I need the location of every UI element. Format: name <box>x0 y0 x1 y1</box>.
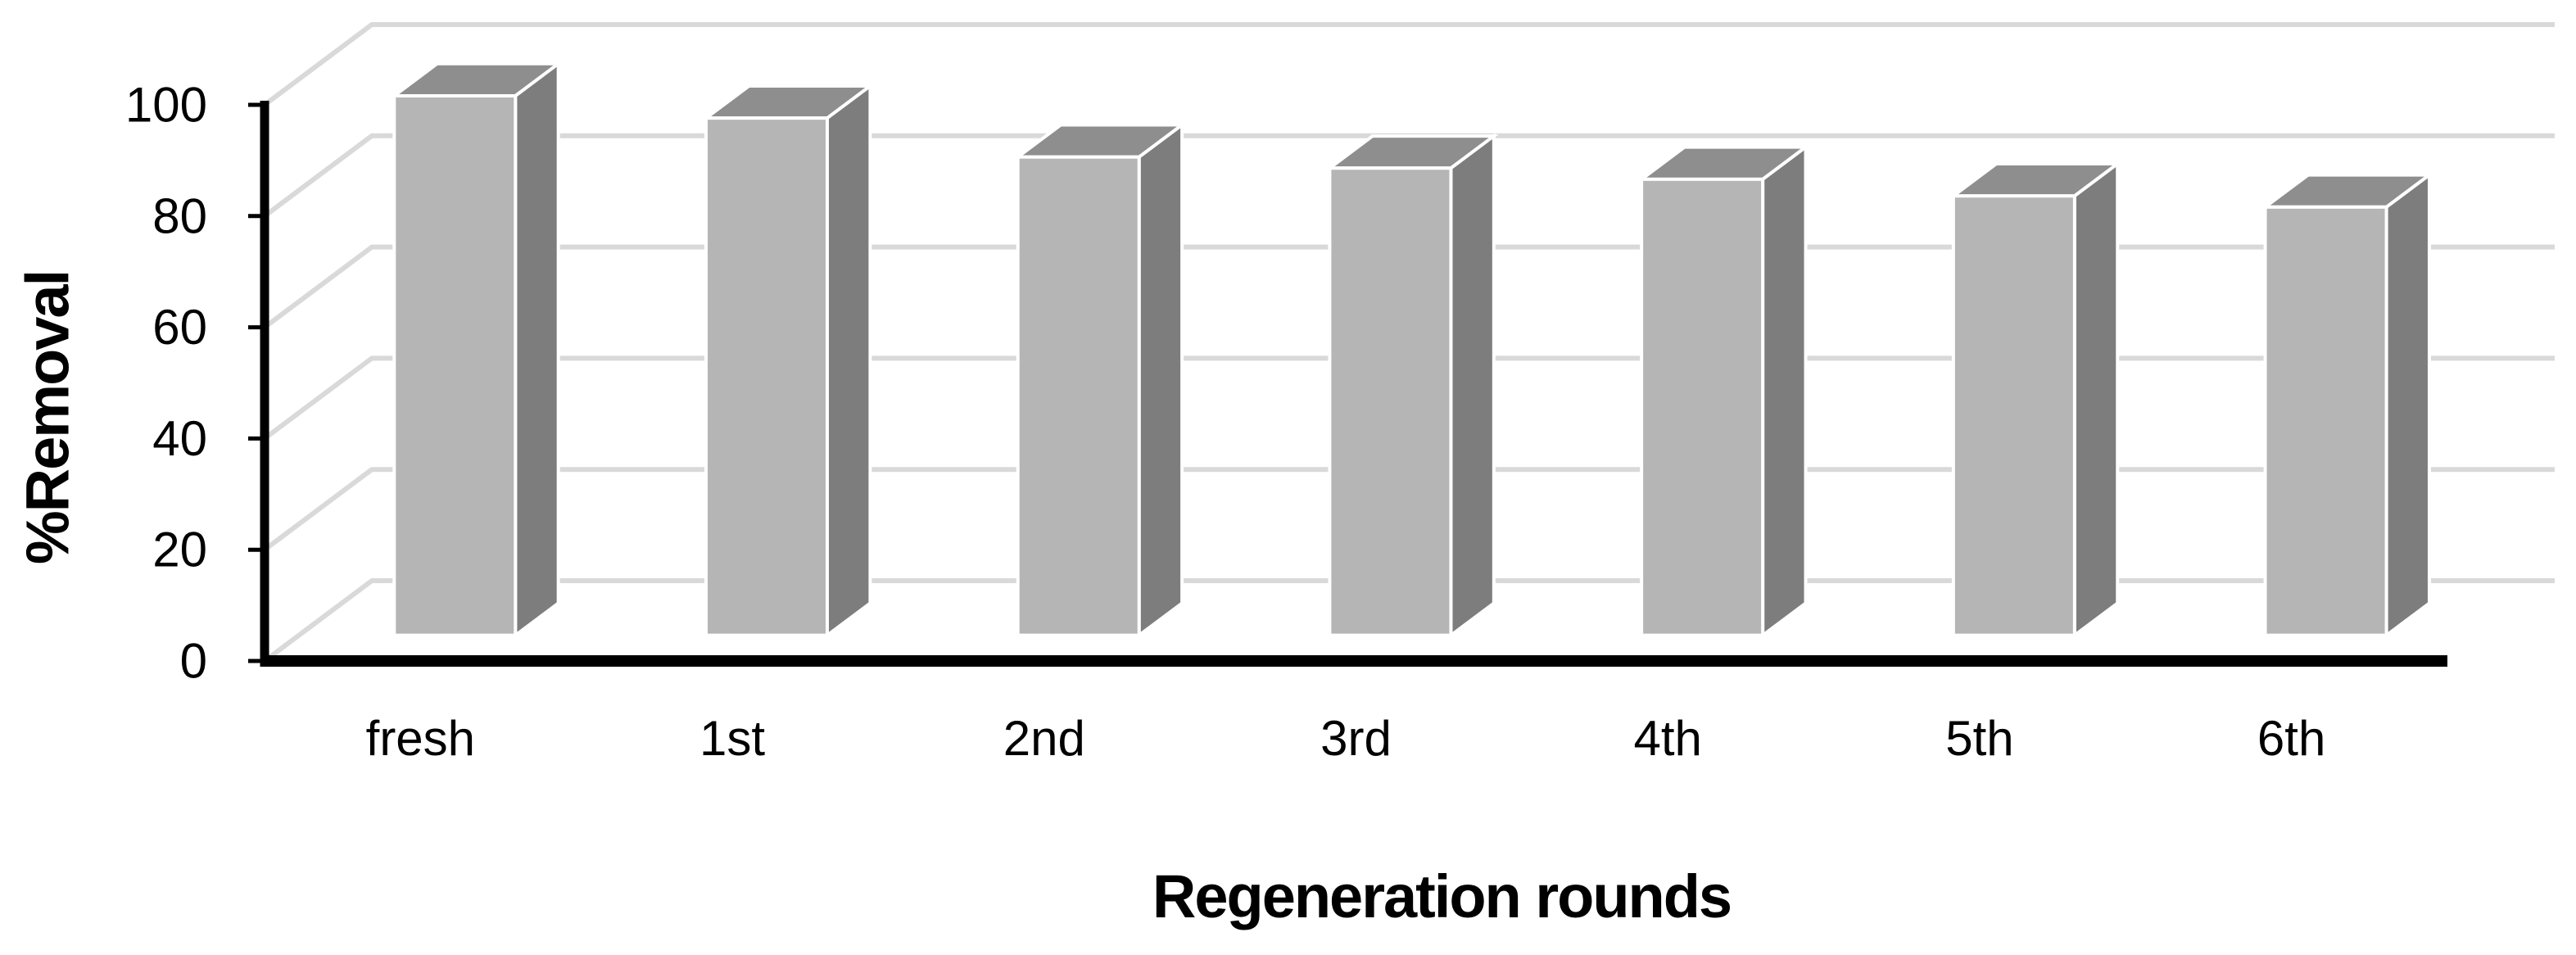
y-tick-label-20: 20 <box>152 523 207 577</box>
back-wall-gridline-60 <box>263 244 2555 330</box>
bar-side-face-6th <box>2384 171 2431 639</box>
bar-5th <box>1951 194 2076 637</box>
x-category-label-4th: 4th <box>1634 711 1702 766</box>
y-tick-label-60: 60 <box>152 300 207 355</box>
x-category-label-3rd: 3rd <box>1320 711 1392 766</box>
back-wall-gridline-20 <box>263 467 2555 552</box>
x-axis-title: Regeneration rounds <box>1152 862 1731 930</box>
bar-side-face-1st <box>825 82 872 639</box>
back-wall-gridline-0 <box>263 578 2555 663</box>
bar-side-face-5th <box>2072 161 2120 639</box>
bar-4th <box>1640 177 1765 637</box>
back-wall-gridline-40 <box>263 355 2555 441</box>
back-wall-gridline-80 <box>263 133 2555 219</box>
x-category-label-5th: 5th <box>1945 711 2013 766</box>
y-tick-label-40: 40 <box>152 411 207 466</box>
bar-side-face-2nd <box>1137 121 1184 639</box>
bar-2nd <box>1016 155 1141 637</box>
y-axis-title: %Removal <box>14 271 82 564</box>
bar-fresh <box>392 94 518 637</box>
x-category-label-2nd: 2nd <box>1003 711 1085 766</box>
bar-side-face-4th <box>1761 143 1808 639</box>
x-category-label-fresh: fresh <box>366 711 475 766</box>
bar-side-face-fresh <box>514 60 560 639</box>
bar-1st <box>704 116 829 637</box>
y-tick-label-80: 80 <box>152 188 207 243</box>
bar-side-face-3rd <box>1449 133 1496 639</box>
bar-3rd <box>1328 166 1453 637</box>
x-category-label-6th: 6th <box>2257 711 2325 766</box>
y-tick-label-100: 100 <box>125 78 207 133</box>
y-tick-label-0: 0 <box>180 634 207 689</box>
back-wall-gridline-100 <box>263 22 2555 107</box>
bar-6th <box>2263 205 2388 637</box>
x-category-label-1st: 1st <box>699 711 765 766</box>
